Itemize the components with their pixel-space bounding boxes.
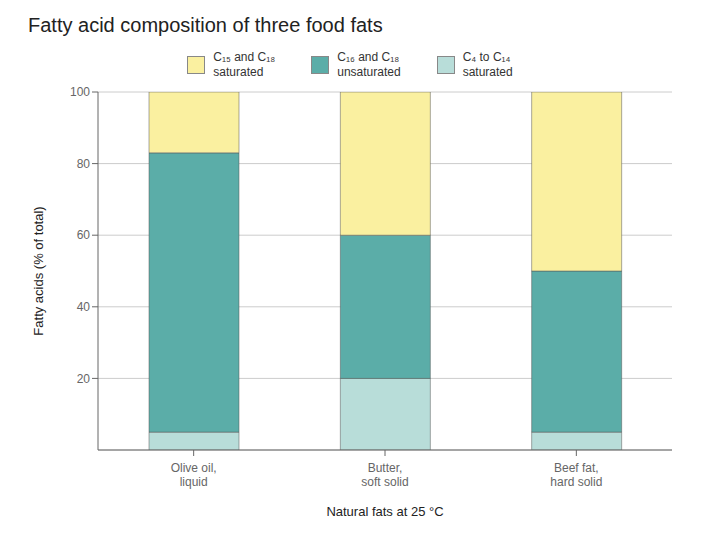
html-text:Fatty acid composition of thre: Fatty acid composition of three food fat… [28,14,383,36]
svg-text:40: 40 [77,300,91,314]
html-text:C₁₅ and C₁₈ saturated: C₁₅ and C₁₈ saturated [213,50,276,79]
svg-text:80: 80 [77,157,91,171]
svg-text:100: 100 [70,85,90,99]
svg-text:20: 20 [77,372,91,386]
svg-text:Olive oil,liquid: Olive oil,liquid [171,461,217,489]
svg-text:Fatty acids (% of total): Fatty acids (% of total) [31,206,46,335]
svg-text:Beef fat,hard solid: Beef fat,hard solid [550,461,602,489]
html-text:C₄ to C₁₄ saturated: C₄ to C₁₄ saturated [462,50,513,79]
svg-text:Butter,soft solid: Butter,soft solid [361,461,408,489]
svg-text:60: 60 [77,228,91,242]
svg-text:Natural fats at 25 °C: Natural fats at 25 °C [326,504,443,519]
html-text:C₁₆ and C₁₈ unsaturated: C₁₆ and C₁₈ unsaturated [337,50,401,79]
